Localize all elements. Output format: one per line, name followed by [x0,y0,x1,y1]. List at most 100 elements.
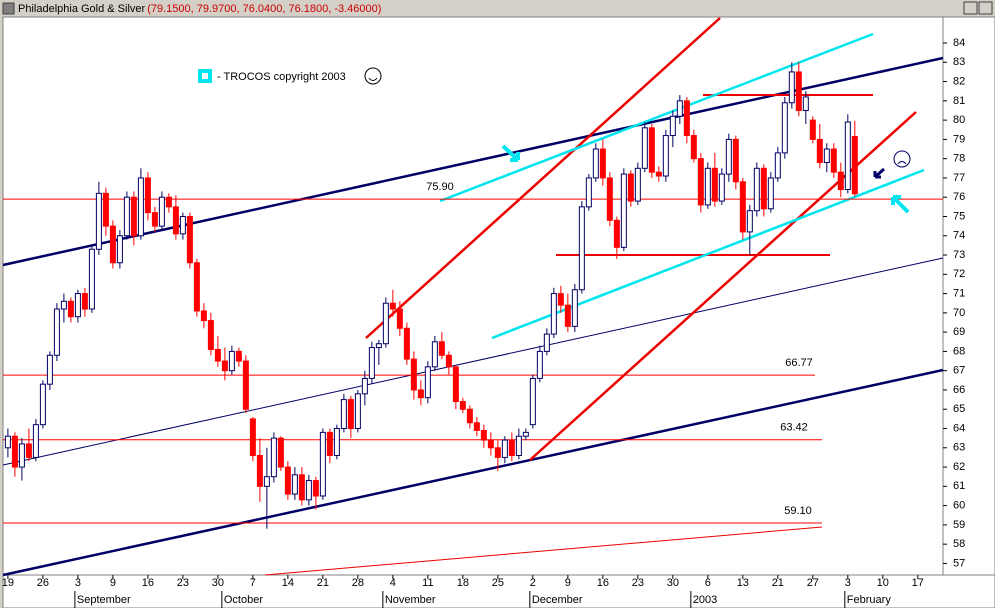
candle-body [25,443,32,458]
candle-body [144,177,151,214]
candle-body [550,293,557,335]
x-tick-label: 4 [390,577,396,589]
x-tick-label: 28 [352,577,364,589]
y-tick-label: 60 [953,500,965,512]
x-tick-label: 2 [530,577,536,589]
smile-icon [364,67,382,85]
x-tick-label: 9 [110,577,116,589]
candle-body [697,158,704,206]
candle-body [158,196,165,227]
candle-body [221,360,228,372]
candle-body [837,171,844,191]
candle-body [452,366,459,403]
symbols: - TROCOS copyright 2003 [198,67,911,214]
level-label: 75.90 [426,181,454,193]
x-tick-label: 23 [632,577,644,589]
candle-body [613,219,620,248]
candle-body [739,181,746,233]
candle-body [130,196,137,237]
candle-body [753,167,760,212]
candle-body [445,354,452,368]
candle-body [788,71,795,104]
y-tick-label: 64 [953,422,965,434]
candle-body [802,96,809,111]
candle-body [389,302,396,310]
plot-area [2,16,944,576]
month-label: December [532,594,583,606]
candle-body [669,115,676,137]
frown-mouth [897,161,907,165]
x-tick-label: 16 [142,577,154,589]
x-tick-label: 7 [250,577,256,589]
candle-body [795,71,802,111]
x-tick-label: 6 [705,577,711,589]
candle-body [172,206,179,235]
candle-body [816,138,823,164]
legend-swatch-inner [202,73,208,79]
x-tick-label: 14 [282,577,294,589]
y-tick-label: 63 [953,442,965,454]
trend-line [264,526,823,576]
y-tick-label: 69 [953,326,965,338]
candle-body [410,358,417,391]
candle-body [655,171,662,177]
candle-body [851,136,858,195]
candle-body [417,389,424,399]
candle-body [823,148,830,164]
candle-body [424,366,431,399]
arrow [501,144,520,162]
candle-body [340,399,347,430]
y-tick-label: 80 [953,114,965,126]
title-bar [0,0,995,17]
month-label: November [385,594,436,606]
candle-body [809,119,816,140]
x-tick-label: 30 [212,577,224,589]
candle-body [326,431,333,456]
trend-line [365,17,721,339]
candle-body [116,235,123,264]
candle-body [235,350,242,362]
candle-body [501,439,508,458]
x-tick-label: 18 [457,577,469,589]
candle-body [634,167,641,202]
candle-body [256,454,263,487]
candle-body [606,177,613,221]
candle-body [193,262,200,312]
candle-body [515,435,522,456]
candle-body [382,302,389,345]
trend-line [2,368,944,577]
y-tick-label: 84 [953,37,965,49]
candle-body [4,435,11,449]
x-tick-label: 26 [37,577,49,589]
smile-mouth [368,77,378,81]
y-tick-label: 67 [953,365,965,377]
x-tick-label: 21 [772,577,784,589]
candle-body [60,300,67,310]
level-label: 59.10 [784,505,812,517]
candle-body [249,418,256,456]
candle-body [102,192,109,227]
candle-body [676,100,683,117]
candle-body [95,192,102,250]
candle-body [39,383,46,426]
candle-body [361,377,368,395]
restore-button[interactable] [963,1,978,15]
candle-body [319,431,326,497]
candle-body [354,393,361,430]
x-tick-label: 19 [2,577,14,589]
candle-body [494,447,501,458]
candle-body [277,437,284,468]
window-icon [2,2,15,15]
candle-body [11,435,18,468]
x-tick-label: 21 [317,577,329,589]
chart-title: Philadelphia Gold & Silver [18,3,146,15]
y-tick-label: 68 [953,345,965,357]
candle-body [585,177,592,208]
close-button[interactable] [978,1,993,15]
y-tick-label: 71 [953,287,965,299]
candle-body [242,360,249,410]
chart-subtitle: (79.1500, 79.9700, 76.0400, 76.1800, -3.… [147,3,381,15]
y-tick-label: 61 [953,480,965,492]
candle-body [186,215,193,264]
